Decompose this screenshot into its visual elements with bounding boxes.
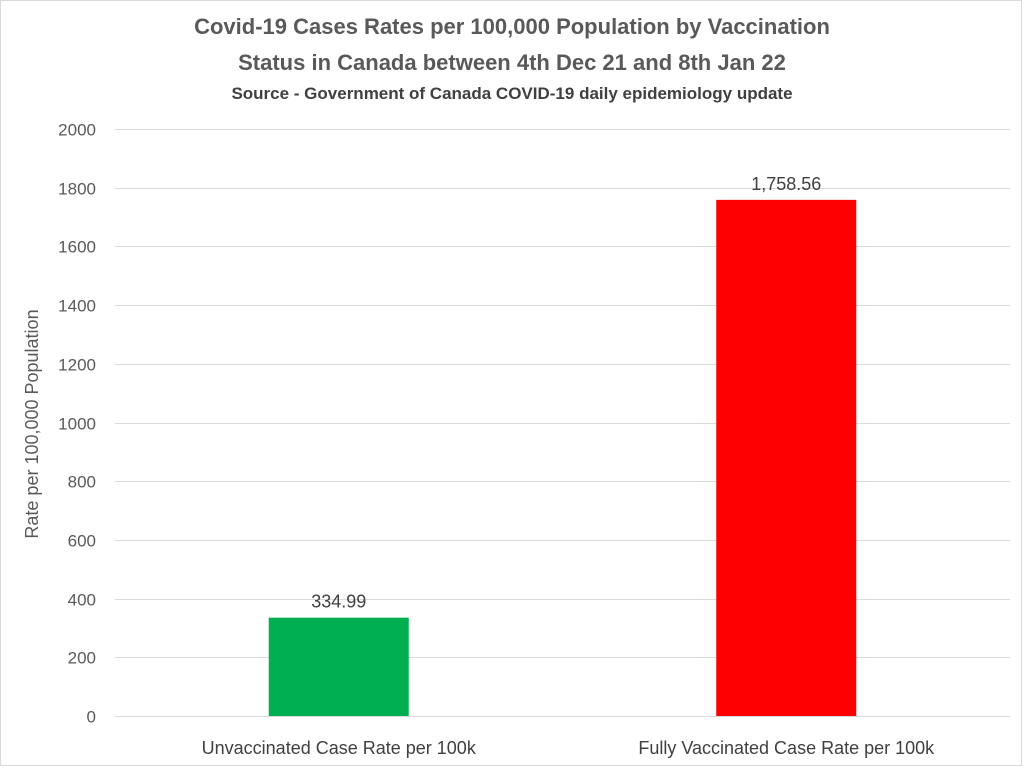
gridlines [115,129,1010,717]
y-tick-label: 0 [87,708,96,727]
data-label-2: 1,758.56 [751,174,821,194]
y-tick-label: 1800 [58,180,96,199]
bar-1 [268,617,409,716]
y-tick-label: 1000 [58,415,96,434]
y-tick-label: 400 [68,591,96,610]
chart-subtitle: Source - Government of Canada COVID-19 d… [231,84,793,103]
data-label-1: 334.99 [311,592,366,612]
chart-title-line-1: Covid-19 Cases Rates per 100,000 Populat… [194,14,830,39]
y-axis-title: Rate per 100,000 Population [22,309,42,538]
y-tick-label: 2000 [58,121,96,140]
category-label-2: Fully Vaccinated Case Rate per 100k [638,738,935,758]
y-tick-label: 600 [68,532,96,551]
y-tick-label: 800 [68,473,96,492]
y-tick-label: 200 [68,649,96,668]
data-labels: 334.99 1,758.56 [311,174,821,612]
chart-title-line-2: Status in Canada between 4th Dec 21 and … [238,50,786,75]
y-tick-label: 1600 [58,238,96,257]
category-label-1: Unvaccinated Case Rate per 100k [202,738,477,758]
y-tick-label: 1200 [58,356,96,375]
category-labels: Unvaccinated Case Rate per 100k Fully Vac… [202,738,935,758]
bar-2 [716,199,857,716]
y-tick-label: 1400 [58,297,96,316]
bars [268,199,857,716]
y-axis-ticks: 0 200 400 600 800 1000 1200 1400 1600 1800 2000 [58,121,96,727]
